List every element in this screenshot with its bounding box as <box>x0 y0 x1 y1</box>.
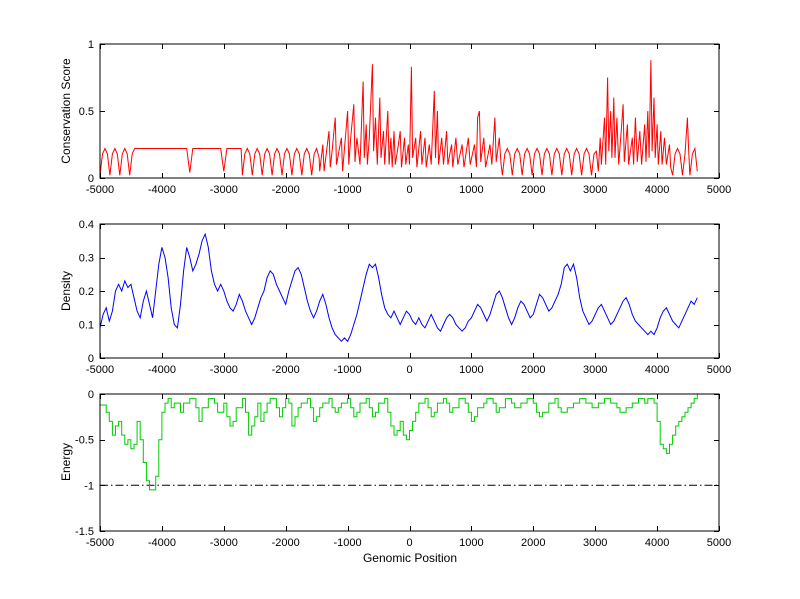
subplot-energy: -5000 -4000 -3000 -2000 -1000 0 1000 2000 3000 40… <box>75 389 731 549</box>
x-axis-label-genomic-position: Genomic Position <box>362 551 458 565</box>
x-tick-label: 4000 <box>645 364 669 376</box>
x-tick-label: 0 <box>406 537 412 549</box>
x-tick-label: -3000 <box>210 184 238 196</box>
y-tick-label: 0.4 <box>79 219 94 231</box>
x-tick-label: 5000 <box>707 537 731 549</box>
axes-box <box>99 223 720 359</box>
x-tick-label: -4000 <box>148 364 176 376</box>
y-axis-label-conservation-score: Conservation Score <box>59 58 73 164</box>
x-tick-label: 1000 <box>459 537 483 549</box>
x-tick-label: 1000 <box>459 364 483 376</box>
x-tick-label: 4000 <box>645 184 669 196</box>
x-tick-label: 2000 <box>521 184 545 196</box>
x-tick-label: 0 <box>406 364 412 376</box>
y-tick-label: 0.1 <box>79 320 94 332</box>
x-tick-label: -3000 <box>210 537 238 549</box>
x-tick-label: 3000 <box>583 364 607 376</box>
x-tick-label: -1000 <box>334 364 362 376</box>
x-tick-label: 1000 <box>459 184 483 196</box>
series-density <box>99 232 698 343</box>
y-tick-label: 1 <box>88 39 94 51</box>
y-tick-label: -1.5 <box>75 526 94 538</box>
x-tick-label: 3000 <box>583 184 607 196</box>
series-conservation-score <box>99 60 698 176</box>
series-energy <box>100 394 698 491</box>
x-tick-label: 2000 <box>521 364 545 376</box>
y-tick-label: 0 <box>88 173 94 185</box>
x-tick-label: -4000 <box>148 184 176 196</box>
x-tick-label: 3000 <box>583 537 607 549</box>
x-tick-label: 5000 <box>707 184 731 196</box>
subplot-density: -5000 -4000 -3000 -2000 -1000 0 1000 2000 3000 40… <box>79 219 732 376</box>
x-tick-label: 4000 <box>645 537 669 549</box>
x-tick-label: -2000 <box>272 184 300 196</box>
x-tick-label: -4000 <box>148 537 176 549</box>
y-tick-label: 0.2 <box>79 286 94 298</box>
x-tick-label: -5000 <box>86 184 114 196</box>
x-tick-label: -5000 <box>86 537 114 549</box>
axes-box <box>99 393 720 532</box>
x-tick-label: -5000 <box>86 364 114 376</box>
x-tick-label: 0 <box>406 184 412 196</box>
y-tick-label: 0.3 <box>79 253 94 265</box>
y-tick-label: 0 <box>88 389 94 401</box>
subplot-conservation: -5000 -4000 -3000 -2000 -1000 0 1000 2000 3000 40… <box>79 39 732 196</box>
x-tick-label: 2000 <box>521 537 545 549</box>
y-axis-label-energy: Energy <box>59 442 73 482</box>
x-tick-label: 5000 <box>707 364 731 376</box>
x-tick-label: -2000 <box>272 537 300 549</box>
x-tick-label: -3000 <box>210 364 238 376</box>
x-tick-label: -1000 <box>334 184 362 196</box>
x-tick-label: -1000 <box>334 537 362 549</box>
y-tick-label: 0.5 <box>79 106 94 118</box>
y-tick-label: -1 <box>84 480 94 492</box>
y-tick-label: -0.5 <box>75 435 94 447</box>
y-axis-label-density: Density <box>59 270 73 312</box>
y-tick-label: 0 <box>88 353 94 365</box>
x-tick-label: -2000 <box>272 364 300 376</box>
